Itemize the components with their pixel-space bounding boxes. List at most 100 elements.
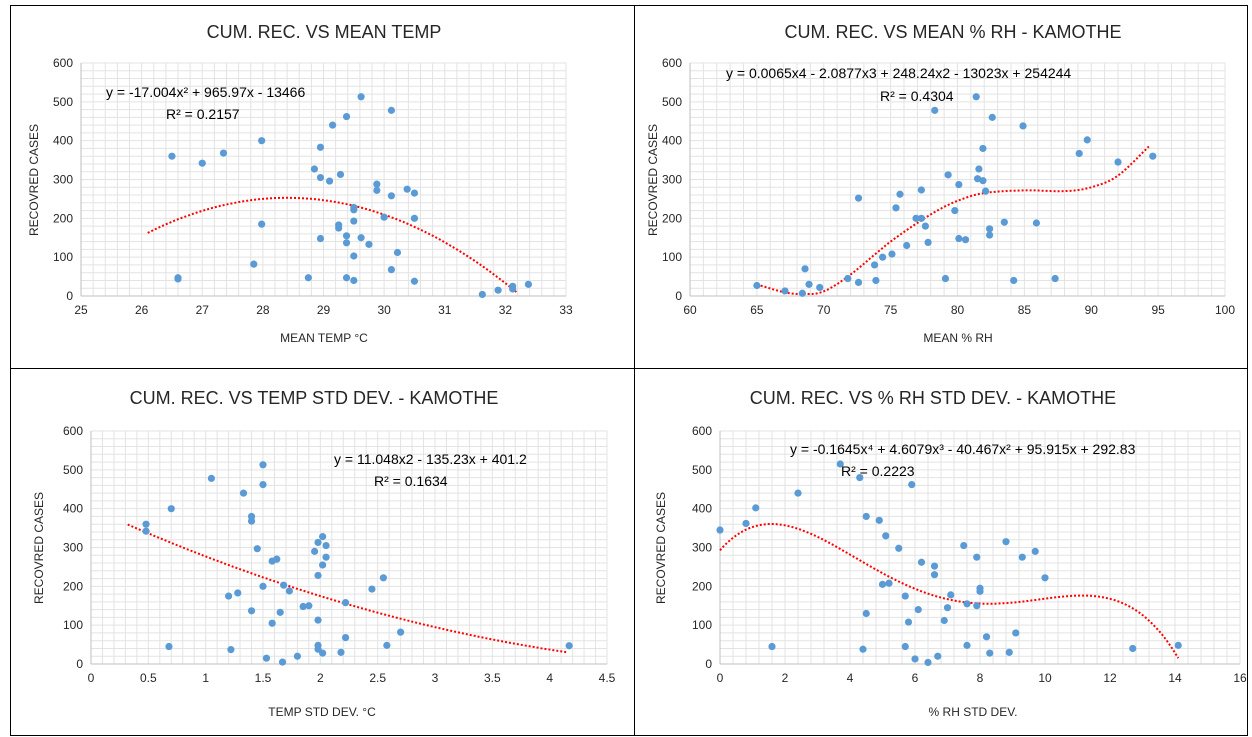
data-point <box>373 186 381 194</box>
x-tick-label: 3.5 <box>484 671 501 685</box>
data-point <box>219 149 228 157</box>
data-point <box>278 658 287 666</box>
data-point <box>1031 547 1039 555</box>
data-point <box>174 275 182 283</box>
data-point <box>373 180 381 188</box>
data-point <box>142 520 150 528</box>
data-point <box>142 527 150 535</box>
data-point <box>963 600 971 608</box>
data-point <box>316 173 325 182</box>
data-point <box>383 641 391 649</box>
data-point <box>854 278 863 287</box>
y-tick-label: 100 <box>53 250 73 264</box>
y-tick-label: 200 <box>53 211 73 225</box>
data-point <box>801 265 809 273</box>
x-tick-label: 0 <box>88 671 95 685</box>
data-point <box>955 234 963 243</box>
y-tick-label: 500 <box>63 463 83 477</box>
x-tick-label: 1 <box>202 671 209 685</box>
data-point <box>976 584 984 592</box>
scatter-points <box>716 460 1182 667</box>
x-tick-label: 2 <box>317 671 324 685</box>
data-point <box>341 599 350 607</box>
data-point <box>410 214 419 222</box>
data-point <box>314 571 322 580</box>
scatter-points <box>753 93 1157 297</box>
y-tick-label: 600 <box>53 56 73 70</box>
y-tick-label: 400 <box>63 502 83 516</box>
data-point <box>979 144 987 153</box>
data-point <box>972 93 980 101</box>
data-point <box>908 480 916 489</box>
data-point <box>885 579 893 587</box>
y-axis-title: RECOVRED CASES <box>646 124 660 236</box>
data-point <box>805 280 813 288</box>
data-point <box>917 186 925 194</box>
data-point <box>304 274 312 282</box>
data-point <box>319 533 327 541</box>
y-tick-label: 400 <box>53 134 73 148</box>
trendline-equation: y = -0.1645x⁴ + 4.6079x³ - 40.467x² + 95… <box>790 441 1136 457</box>
data-point <box>753 281 761 290</box>
data-point <box>903 241 911 250</box>
chart-mean-temp: CUM. REC. VS MEAN TEMP 0 100 200 300 400 500 60… <box>27 22 573 345</box>
y-tick-label: 400 <box>662 134 682 148</box>
data-point <box>268 619 276 627</box>
data-point <box>314 616 322 624</box>
data-point <box>862 512 870 521</box>
chart-panel-mean-rh: CUM. REC. VS MEAN % RH - KAMOTHE 0 100 200 3… <box>634 5 1248 369</box>
x-tick-label: 1.5 <box>255 671 272 685</box>
data-point <box>941 274 950 283</box>
data-point <box>917 558 926 566</box>
x-tick-label: 95 <box>1151 303 1165 317</box>
gridlines <box>719 430 1241 665</box>
data-point <box>350 252 358 260</box>
data-point <box>944 171 952 179</box>
r-squared-label: R² = 0.1634 <box>374 473 448 489</box>
data-point <box>859 645 867 653</box>
data-point <box>336 170 345 179</box>
data-point <box>943 604 952 612</box>
chart-rh-std: CUM. REC. VS % RH STD DEV. - KAMOTHE0100… <box>654 388 1247 719</box>
data-point <box>862 609 870 618</box>
data-point <box>509 285 517 293</box>
x-tick-label: 10 <box>1038 671 1052 685</box>
x-tick-label: 32 <box>499 303 513 317</box>
data-point <box>262 654 271 662</box>
data-point <box>1174 641 1182 649</box>
data-point <box>250 260 258 268</box>
data-point <box>872 276 880 285</box>
data-point <box>986 231 994 239</box>
data-point <box>768 642 776 651</box>
trendline <box>719 523 1180 659</box>
data-point <box>973 553 981 561</box>
data-point <box>342 232 351 240</box>
data-point <box>207 474 215 482</box>
scatter-points <box>168 93 533 299</box>
data-point <box>322 553 330 561</box>
y-tick-label: 200 <box>662 211 682 225</box>
data-point <box>247 517 256 525</box>
data-point <box>253 545 261 553</box>
data-point <box>1010 276 1018 285</box>
data-point <box>337 648 345 656</box>
data-point <box>1019 122 1027 130</box>
data-point <box>328 121 337 129</box>
data-point <box>816 283 824 292</box>
trendline <box>147 196 519 294</box>
data-point <box>342 239 351 247</box>
data-point <box>1000 218 1008 226</box>
data-point <box>960 541 968 550</box>
x-tick-label: 4.5 <box>599 671 616 685</box>
data-point <box>285 587 293 595</box>
x-tick-label: 8 <box>977 671 984 685</box>
data-point <box>896 190 904 198</box>
data-point <box>350 206 358 214</box>
data-point <box>342 274 351 282</box>
data-point <box>314 538 322 547</box>
data-point <box>225 592 233 600</box>
x-tick-label: 75 <box>884 303 898 317</box>
y-tick-label: 600 <box>662 56 682 70</box>
data-point <box>325 177 334 185</box>
data-point <box>478 290 486 299</box>
